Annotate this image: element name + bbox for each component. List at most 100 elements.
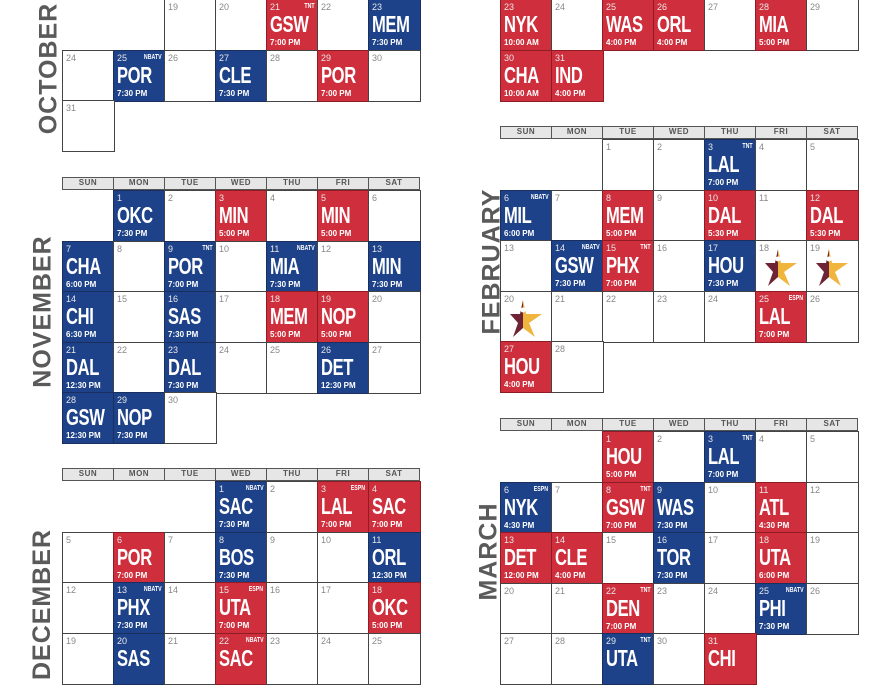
game-cell[interactable]: 6 NBATV MIL 6:00 PM <box>500 189 553 242</box>
day-cell: 26 <box>806 582 859 635</box>
all-star-logo-icon <box>510 299 542 337</box>
day-number: 17 <box>708 535 719 545</box>
game-cell[interactable]: 19 NOP 5:00 PM <box>317 291 370 343</box>
tv-network: NBATV <box>785 586 804 594</box>
opponent-team: DAL <box>66 353 99 380</box>
game-cell[interactable]: 6 POR 7:00 PM <box>113 531 166 584</box>
day-number: 16 <box>270 585 281 595</box>
game-cell[interactable]: 27 HOU 4:00 PM <box>500 341 553 393</box>
game-cell[interactable]: 13 NBATV PHX 7:30 PM <box>113 582 166 634</box>
day-number: 24 <box>321 635 332 646</box>
game-cell[interactable]: 25 NBATV PHI 7:30 PM <box>755 582 808 635</box>
day-number: 19 <box>810 243 821 253</box>
game-cell[interactable]: 15 ESPN UTA 7:00 PM <box>215 582 268 634</box>
game-cell[interactable]: 14 NBATV GSW 7:30 PM <box>551 240 604 292</box>
game-cell[interactable]: 29 POR 7:00 PM <box>317 49 370 102</box>
game-cell[interactable]: 3 ESPN LAL 7:00 PM <box>317 481 370 533</box>
game-cell[interactable]: 21 TNT GSW 7:00 PM <box>266 0 319 51</box>
game-cell[interactable]: 4 SAC 7:00 PM <box>368 481 421 533</box>
day-cell: 10 <box>317 531 370 584</box>
game-cell[interactable]: 15 TNT PHX 7:00 PM <box>602 240 655 292</box>
game-cell[interactable]: 29 TNT UTA <box>602 633 655 685</box>
game-cell[interactable]: 20 SAS <box>113 632 166 685</box>
game-cell[interactable]: 11 ORL 12:30 PM <box>368 531 421 584</box>
day-number: 5 <box>321 193 327 203</box>
game-cell[interactable]: 23 DAL 7:30 PM <box>164 341 217 394</box>
day-number: 23 <box>504 2 515 12</box>
game-cell[interactable]: 9 WAS 7:30 PM <box>653 481 706 534</box>
game-cell[interactable]: 26 ORL 4:00 PM <box>653 0 706 51</box>
day-cell: 24 <box>551 0 604 51</box>
weekday-header: TUE <box>602 126 654 139</box>
game-cell[interactable]: 28 GSW 12:30 PM <box>62 392 115 444</box>
game-cell[interactable]: 31 CHI <box>704 633 757 685</box>
game-cell[interactable]: 23 MEM 7:30 PM <box>368 0 421 51</box>
game-cell[interactable]: 13 DET 12:00 PM <box>500 532 553 584</box>
month-label-october: OCTOBER <box>34 2 63 135</box>
tv-network: TNT <box>202 244 213 252</box>
game-cell[interactable]: 13 MIN 7:30 PM <box>368 240 421 293</box>
day-number: 25 <box>270 344 281 355</box>
game-cell[interactable]: 28 MIA 5:00 PM <box>755 0 808 51</box>
game-cell[interactable]: 6 ESPN NYK 4:30 PM <box>500 481 553 534</box>
game-cell[interactable]: 18 OKC 5:00 PM <box>368 582 421 634</box>
game-cell[interactable]: 3 TNT LAL 7:00 PM <box>704 139 757 191</box>
game-cell[interactable]: 14 CLE 4:00 PM <box>551 532 604 584</box>
day-cell: 12 <box>62 582 115 634</box>
game-cell[interactable]: 22 TNT DEN 7:00 PM <box>602 582 655 635</box>
game-cell[interactable]: 14 CHI 6:30 PM <box>62 291 115 343</box>
day-number: 4 <box>759 142 765 152</box>
day-number: 10 <box>321 534 332 545</box>
day-number: 14 <box>168 585 179 595</box>
game-cell[interactable]: 10 DAL 5:30 PM <box>704 189 757 242</box>
game-cell[interactable]: 21 DAL 12:30 PM <box>62 341 115 394</box>
tv-network: TNT <box>640 586 651 594</box>
game-cell[interactable]: 3 TNT LAL 7:00 PM <box>704 431 757 483</box>
game-cell[interactable]: 11 NBATV MIA 7:30 PM <box>266 240 319 293</box>
game-cell[interactable]: 22 NBATV SAC <box>215 632 268 685</box>
game-cell[interactable]: 1 OKC 7:30 PM <box>113 190 166 242</box>
game-cell[interactable]: 12 DAL 5:30 PM <box>806 189 859 242</box>
opponent-team: LAL <box>759 302 791 329</box>
game-cell[interactable]: 31 IND 4:00 PM <box>551 49 604 102</box>
game-cell[interactable]: 7 CHA 6:00 PM <box>62 240 115 293</box>
game-cell[interactable]: 5 MIN 5:00 PM <box>317 190 370 242</box>
game-cell[interactable]: 30 CHA 10:00 AM <box>500 49 553 102</box>
day-number: 27 <box>708 2 719 12</box>
game-cell[interactable]: 26 DET 12:30 PM <box>317 341 370 394</box>
game-cell[interactable]: 25 WAS 4:00 PM <box>602 0 655 51</box>
month-label-december: DECEMBER <box>28 528 57 681</box>
game-cell[interactable]: 16 SAS 7:30 PM <box>164 291 217 343</box>
game-cell[interactable]: 8 MEM 5:00 PM <box>602 189 655 242</box>
day-number: 23 <box>657 585 668 596</box>
game-cell[interactable]: 25 NBATV POR 7:30 PM <box>113 49 166 102</box>
game-cell[interactable]: 18 UTA 6:00 PM <box>755 532 808 584</box>
day-cell: 16 <box>266 582 319 634</box>
game-cell[interactable]: 9 TNT POR 7:00 PM <box>164 240 217 293</box>
all-star-logo-icon <box>816 249 848 286</box>
game-cell[interactable]: 11 ATL 4:30 PM <box>755 481 808 534</box>
game-cell[interactable]: 25 ESPN LAL 7:00 PM <box>755 290 808 343</box>
game-cell[interactable]: 18 MEM 5:00 PM <box>266 291 319 343</box>
weekday-header: FRI <box>755 418 807 431</box>
game-cell[interactable]: 1 NBATV SAC 7:30 PM <box>215 481 268 533</box>
game-cell[interactable]: 3 MIN 5:00 PM <box>215 190 268 242</box>
day-number: 18 <box>270 294 281 304</box>
game-cell[interactable]: 29 NOP 7:30 PM <box>113 392 166 444</box>
game-cell[interactable]: 27 CLE 7:30 PM <box>215 49 268 102</box>
opponent-team: HOU <box>708 252 744 278</box>
day-number: 12 <box>810 484 821 495</box>
game-cell[interactable]: 8 TNT GSW 7:00 PM <box>602 481 655 534</box>
game-cell[interactable]: 8 BOS 7:30 PM <box>215 531 268 584</box>
game-cell[interactable]: 16 TOR 7:30 PM <box>653 532 706 584</box>
game-cell[interactable]: 23 NYK 10:00 AM <box>500 0 553 51</box>
weekday-header: SUN <box>500 126 552 139</box>
weekday-header: SAT <box>806 126 858 139</box>
day-cell: 24 <box>62 49 115 102</box>
game-time: 7:00 PM <box>759 329 790 339</box>
game-time: 7:30 PM <box>219 88 250 98</box>
game-cell[interactable]: 17 HOU 7:30 PM <box>704 240 757 292</box>
opponent-team: SAS <box>168 303 201 329</box>
opponent-team: SAC <box>219 493 253 519</box>
game-cell[interactable]: 1 HOU 5:00 PM <box>602 431 655 483</box>
